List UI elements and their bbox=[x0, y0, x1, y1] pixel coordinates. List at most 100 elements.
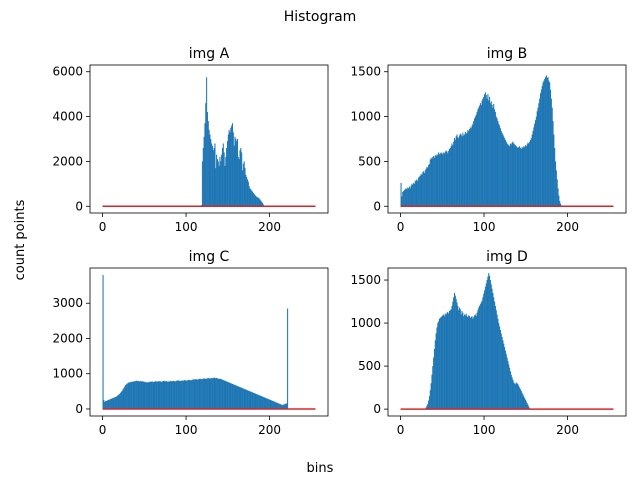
histogram-bar bbox=[105, 400, 107, 409]
histogram-bar bbox=[147, 382, 149, 409]
histogram-bar bbox=[510, 374, 512, 410]
histogram-bar bbox=[482, 297, 484, 410]
histogram-bar bbox=[476, 112, 478, 207]
histogram-bar bbox=[276, 402, 278, 409]
histogram-bar bbox=[555, 161, 557, 207]
histogram-bar bbox=[208, 130, 210, 207]
histogram-bar bbox=[245, 389, 247, 409]
histogram-bar bbox=[132, 381, 134, 409]
histogram-bar bbox=[267, 398, 269, 409]
histogram-bar bbox=[202, 378, 204, 409]
histogram-bar bbox=[269, 399, 271, 409]
histogram-bar bbox=[237, 386, 239, 409]
histogram-bar bbox=[443, 314, 445, 410]
histogram-bar bbox=[122, 389, 124, 409]
histogram-bar bbox=[433, 357, 435, 410]
histogram-bar bbox=[285, 403, 287, 409]
histogram-bar bbox=[521, 392, 523, 410]
histogram-bar bbox=[415, 180, 417, 207]
histogram-bar bbox=[430, 157, 432, 207]
histogram-bar bbox=[474, 118, 476, 207]
histogram-bar bbox=[449, 310, 451, 410]
histogram-bar bbox=[472, 318, 474, 410]
histogram-bar bbox=[203, 378, 205, 409]
histogram-bar bbox=[423, 173, 425, 207]
histogram-bar bbox=[414, 181, 416, 207]
histogram-bar bbox=[442, 154, 444, 207]
histogram-bar bbox=[508, 145, 510, 207]
histogram-bar bbox=[203, 136, 205, 207]
histogram-bar bbox=[466, 132, 468, 207]
histogram-bar bbox=[487, 276, 489, 410]
histogram-bar bbox=[197, 379, 199, 409]
histogram-bar bbox=[261, 396, 263, 409]
y-tick-label: 1000 bbox=[350, 110, 381, 124]
histogram-bar bbox=[459, 309, 461, 410]
histogram-bar bbox=[151, 381, 153, 409]
histogram-bar bbox=[456, 134, 458, 207]
histogram-bar bbox=[244, 168, 246, 207]
histogram-bar bbox=[408, 186, 410, 207]
histogram-bar bbox=[514, 144, 516, 207]
histogram-bar bbox=[428, 165, 430, 207]
histogram-bar bbox=[478, 307, 480, 410]
histogram-bar bbox=[409, 188, 411, 207]
histogram-bar bbox=[520, 391, 522, 410]
histogram-bar bbox=[243, 388, 245, 409]
histogram-bar bbox=[150, 381, 152, 409]
histogram-bar bbox=[484, 92, 486, 207]
histogram-bar bbox=[539, 93, 542, 207]
histogram-bar bbox=[209, 378, 211, 409]
x-tick-label: 0 bbox=[99, 423, 107, 437]
histogram-bar bbox=[524, 397, 526, 410]
y-tick-label: 2000 bbox=[52, 154, 83, 168]
histogram-bar bbox=[281, 404, 283, 409]
histogram-bar bbox=[517, 147, 519, 207]
histogram-bar bbox=[451, 143, 453, 207]
histogram-bar bbox=[216, 159, 218, 207]
histogram-bar bbox=[262, 204, 264, 207]
histogram-bar bbox=[438, 321, 440, 410]
histogram-bar bbox=[440, 152, 442, 207]
histogram-bar bbox=[494, 109, 496, 207]
histogram-bar bbox=[519, 147, 521, 207]
histogram-bar bbox=[187, 380, 189, 409]
histogram-bar bbox=[279, 404, 281, 409]
histogram-bar bbox=[438, 152, 440, 207]
histogram-bar bbox=[424, 170, 426, 207]
histogram-bar bbox=[426, 166, 428, 207]
histogram-bar bbox=[274, 401, 276, 409]
histogram-bar bbox=[231, 125, 233, 207]
histogram-bar bbox=[242, 388, 244, 409]
histogram-bar bbox=[171, 381, 173, 409]
histogram-bar bbox=[531, 134, 533, 207]
histogram-bar bbox=[130, 381, 132, 409]
histogram-bar bbox=[477, 109, 479, 207]
histogram-bar bbox=[499, 329, 501, 410]
histogram-bar bbox=[541, 86, 543, 207]
histogram-bar bbox=[453, 292, 456, 410]
histogram-bar bbox=[258, 395, 260, 409]
histogram-bar bbox=[467, 130, 469, 207]
histogram-bars bbox=[201, 77, 265, 207]
histogram-bar bbox=[453, 297, 455, 410]
x-tick-label: 100 bbox=[175, 423, 198, 437]
histogram-bar bbox=[193, 379, 195, 409]
histogram-bar bbox=[437, 323, 439, 410]
histogram-bar bbox=[176, 380, 178, 409]
histogram-bar bbox=[471, 125, 473, 207]
y-tick-label: 2000 bbox=[52, 331, 83, 345]
histogram-bar bbox=[258, 198, 260, 207]
histogram-bar bbox=[180, 381, 182, 409]
histogram-bar bbox=[501, 336, 503, 410]
histogram-bar bbox=[435, 333, 437, 410]
histogram-bar bbox=[513, 143, 515, 207]
histogram-bar bbox=[491, 104, 493, 207]
histogram-bar bbox=[427, 403, 429, 410]
histogram-bar bbox=[545, 75, 547, 207]
histogram-bar bbox=[454, 295, 456, 410]
histogram-bar bbox=[157, 381, 159, 409]
histogram-bar bbox=[211, 377, 213, 409]
